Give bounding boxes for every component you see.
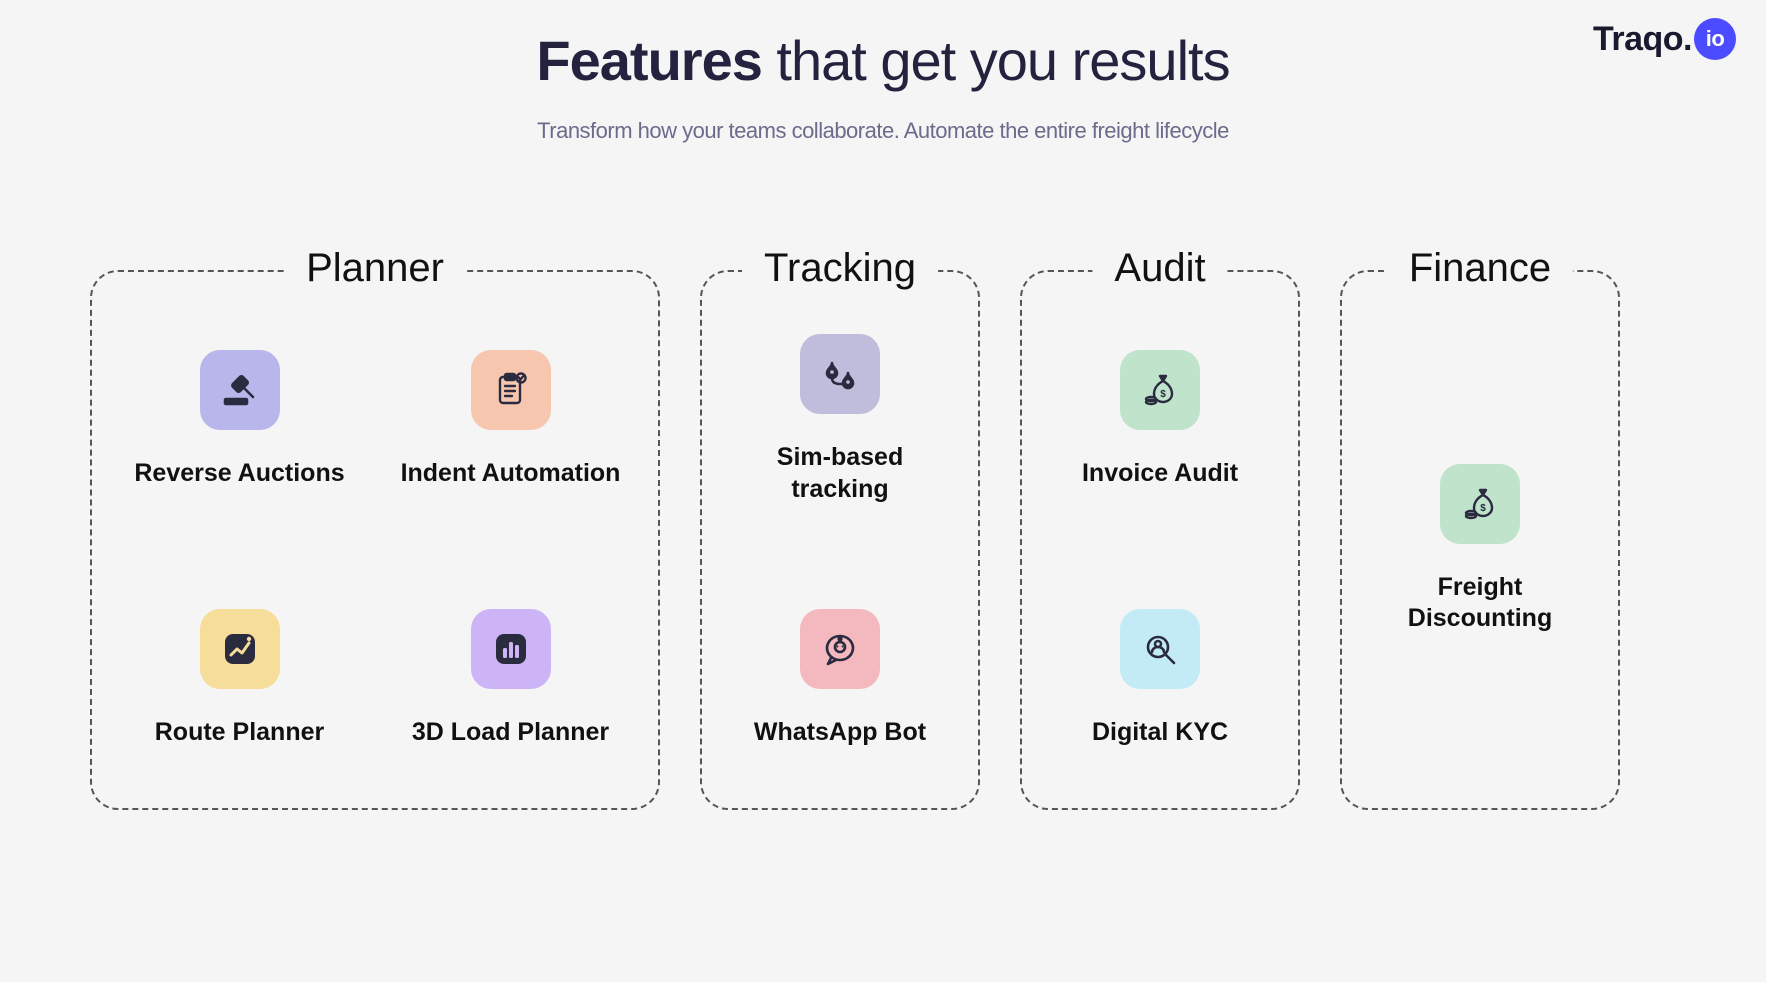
route-pins-icon xyxy=(800,334,880,414)
page-subtitle: Transform how your teams collaborate. Au… xyxy=(523,115,1243,147)
chart-up-icon xyxy=(200,609,280,689)
title-rest: that get you results xyxy=(762,29,1230,92)
feature-label: Invoice Audit xyxy=(1082,458,1238,489)
feature-label: Indent Automation xyxy=(401,458,621,489)
feature-reverse-auctions[interactable]: Reverse Auctions xyxy=(104,350,375,489)
group-tracking: TrackingSim-based trackingWhatsApp Bot xyxy=(700,270,980,810)
feature-sim-tracking[interactable]: Sim-based tracking xyxy=(714,334,966,505)
chat-bot-icon xyxy=(800,609,880,689)
feature-label: Digital KYC xyxy=(1092,717,1228,748)
feature-label: Reverse Auctions xyxy=(134,458,344,489)
group-audit: AuditInvoice AuditDigital KYC xyxy=(1020,270,1300,810)
group-label-audit: Audit xyxy=(1092,246,1227,291)
feature-label: WhatsApp Bot xyxy=(754,717,926,748)
feature-label: Freight Discounting xyxy=(1370,572,1590,635)
money-bag-icon xyxy=(1120,350,1200,430)
group-cells: Freight Discounting xyxy=(1354,290,1606,808)
feature-freight-discounting[interactable]: Freight Discounting xyxy=(1354,464,1606,635)
clipboard-check-icon xyxy=(471,350,551,430)
group-cells: Invoice Audit Digital KYC xyxy=(1034,290,1286,808)
group-label-planner: Planner xyxy=(284,246,466,291)
title-bold: Features xyxy=(536,29,761,92)
group-finance: FinanceFreight Discounting xyxy=(1340,270,1620,810)
feature-invoice-audit[interactable]: Invoice Audit xyxy=(1034,350,1286,489)
money-bag-icon xyxy=(1440,464,1520,544)
brand-badge: io xyxy=(1694,18,1736,60)
group-label-finance: Finance xyxy=(1387,246,1573,291)
group-cells: Sim-based tracking WhatsApp Bot xyxy=(714,290,966,808)
page-title: Features that get you results xyxy=(0,28,1766,93)
feature-route-planner[interactable]: Route Planner xyxy=(104,609,375,748)
feature-3d-load-planner[interactable]: 3D Load Planner xyxy=(375,609,646,748)
brand-logo: Traqo. io xyxy=(1593,18,1736,60)
group-label-tracking: Tracking xyxy=(742,246,938,291)
person-search-icon xyxy=(1120,609,1200,689)
feature-label: Route Planner xyxy=(155,717,324,748)
feature-groups: PlannerReverse AuctionsIndent Automation… xyxy=(90,270,1676,810)
bar-chart-icon xyxy=(471,609,551,689)
feature-digital-kyc[interactable]: Digital KYC xyxy=(1034,609,1286,748)
group-planner: PlannerReverse AuctionsIndent Automation… xyxy=(90,270,660,810)
group-cells: Reverse Auctions Indent Automation Route P… xyxy=(104,290,646,808)
hero: Features that get you results Transform … xyxy=(0,0,1766,147)
feature-whatsapp-bot[interactable]: WhatsApp Bot xyxy=(714,609,966,748)
feature-indent-automation[interactable]: Indent Automation xyxy=(375,350,646,489)
feature-label: 3D Load Planner xyxy=(412,717,609,748)
feature-label: Sim-based tracking xyxy=(730,442,950,505)
brand-name: Traqo. xyxy=(1593,20,1692,59)
gavel-icon xyxy=(200,350,280,430)
